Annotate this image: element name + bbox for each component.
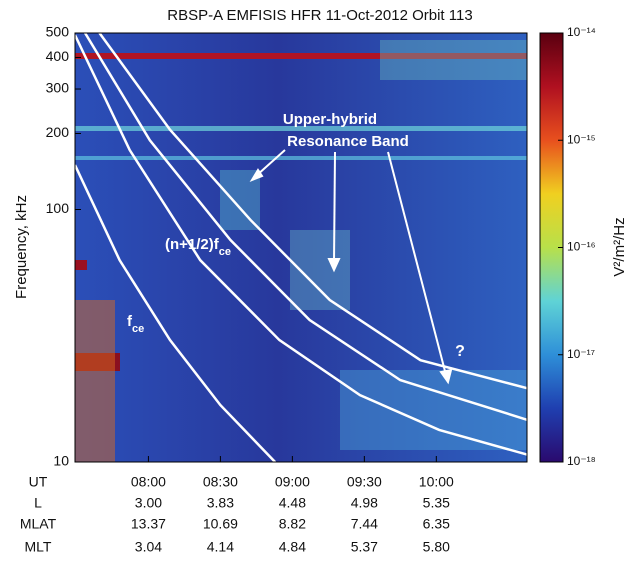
- ephemeris-value: 4.84: [279, 539, 306, 555]
- x-tick-label: 09:30: [347, 474, 382, 490]
- colorbar-tick-label: 10⁻¹⁶: [567, 240, 596, 254]
- curve: [84, 33, 527, 421]
- curve: [98, 33, 527, 390]
- annotation-arrows: [249, 149, 453, 385]
- ephemeris-value: 6.35: [423, 516, 450, 532]
- ephemeris-value: 4.98: [351, 495, 378, 511]
- row-label: MLT: [25, 539, 52, 555]
- row-label: MLAT: [20, 516, 57, 532]
- x-tick-label: 09:00: [275, 474, 310, 490]
- ephemeris-value: 13.37: [131, 516, 166, 532]
- ephemeris-value: 3.04: [135, 539, 162, 555]
- ephemeris-value: 7.44: [351, 516, 378, 532]
- annotation: fce: [127, 313, 144, 335]
- x-tick-label: 08:30: [203, 474, 238, 490]
- ephemeris-value: 5.80: [423, 539, 450, 555]
- y-tick-label: 200: [46, 124, 70, 140]
- ephemeris-value: 3.00: [135, 495, 162, 511]
- ephemeris-value: 4.48: [279, 495, 306, 511]
- annotation: Upper-hybrid: [283, 111, 377, 128]
- ephemeris-value: 5.35: [423, 495, 450, 511]
- y-tick-label: 10: [53, 453, 69, 469]
- y-axis-label: Frequency, kHz: [13, 195, 30, 299]
- colorbar-tick-label: 10⁻¹⁵: [567, 132, 596, 146]
- y-tick-label: 500: [46, 24, 70, 40]
- annotation: Resonance Band: [287, 133, 409, 150]
- spectrogram-texture: [75, 40, 527, 462]
- curve: [75, 34, 527, 456]
- y-tick-label: 300: [46, 80, 70, 96]
- annotation: ?: [455, 343, 465, 360]
- x-tick-label: 08:00: [131, 474, 166, 490]
- row-label: UT: [29, 474, 48, 490]
- row-label: L: [34, 495, 42, 511]
- ephemeris-value: 5.37: [351, 539, 378, 555]
- x-tick-label: 10:00: [419, 474, 454, 490]
- colorbar-label: V²/m²/Hz: [611, 217, 628, 276]
- ephemeris-value: 4.14: [207, 539, 234, 555]
- plot-frame: [74, 32, 528, 463]
- curve: [75, 164, 276, 462]
- ephemeris-value: 10.69: [203, 516, 238, 532]
- chart-title: RBSP-A EMFISIS HFR 11-Oct-2012 Orbit 113: [167, 7, 472, 24]
- y-tick-label: 100: [46, 200, 70, 216]
- y-tick-label: 400: [46, 48, 70, 64]
- annotation: (n+1/2)fce: [165, 236, 231, 258]
- colorbar-tick-label: 10⁻¹⁴: [567, 25, 596, 39]
- ephemeris-value: 8.82: [279, 516, 306, 532]
- ephemeris-value: 3.83: [207, 495, 234, 511]
- colorbar-tick-label: 10⁻¹⁸: [567, 454, 596, 468]
- colorbar-tick-label: 10⁻¹⁷: [567, 347, 595, 361]
